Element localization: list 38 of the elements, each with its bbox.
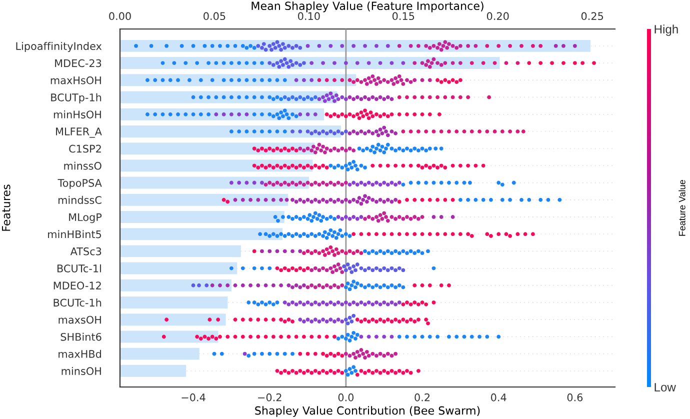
x2-tick-label: 0.20 xyxy=(486,12,509,20)
y-tick-label: mindssC xyxy=(58,196,102,204)
y-tick-label: maxsOH xyxy=(58,316,101,324)
x-axis-title: Shapley Value Contribution (Bee Swarm) xyxy=(255,406,480,417)
y-tick-label: minssO xyxy=(64,162,102,170)
x-tick-label: 0.6 xyxy=(567,393,583,402)
y-tick-label: TopoPSA xyxy=(58,178,102,189)
y-tick-label: minHsOH xyxy=(54,110,101,118)
y-tick-label: maxHsOH xyxy=(50,76,101,84)
x-tick-label: −0.4 xyxy=(182,393,206,402)
x2-tick-label: 0.25 xyxy=(581,12,604,20)
y-tick-label: LipoaffinityIndex xyxy=(16,42,102,52)
x-tick-label: 0.4 xyxy=(491,393,506,402)
y-tick-label: minHBint5 xyxy=(48,230,102,238)
y-tick-label: C1SP2 xyxy=(69,144,101,153)
y-tick-label: BCUTc-1h xyxy=(54,298,102,307)
y-tick-label: MDEO-12 xyxy=(54,282,101,290)
x-tick-label: −0.2 xyxy=(258,393,282,402)
x2-tick-label: 0.05 xyxy=(204,12,226,20)
x2-axis-title: Mean Shapley Value (Feature Importance) xyxy=(252,1,484,12)
x2-tick-label: 0.10 xyxy=(298,12,320,20)
y-tick-label: SHBint6 xyxy=(60,332,102,341)
y-axis-title: Features xyxy=(2,184,10,231)
y-tick-label: BCUTp-1h xyxy=(51,93,102,104)
y-tick-label: MDEC-23 xyxy=(55,59,102,68)
x2-tick-label: 0.00 xyxy=(109,12,131,20)
y-tick-label: MLogP xyxy=(69,213,102,224)
x-tick-label: 0.0 xyxy=(338,393,354,402)
y-tick-label: MLFER_A xyxy=(56,128,102,138)
color-bar-title: Feature Value xyxy=(678,180,686,236)
y-tick-label: ATSc3 xyxy=(70,247,102,256)
x2-tick-label: 0.15 xyxy=(392,12,414,20)
y-tick-label: minsOH xyxy=(62,366,101,376)
y-tick-label: maxHBd xyxy=(58,350,101,358)
color-bar-label: High xyxy=(654,24,678,36)
x-tick-label: 0.2 xyxy=(414,393,430,402)
color-bar-label: Low xyxy=(654,383,676,392)
y-tick-label: BCUTc-1l xyxy=(58,264,101,272)
